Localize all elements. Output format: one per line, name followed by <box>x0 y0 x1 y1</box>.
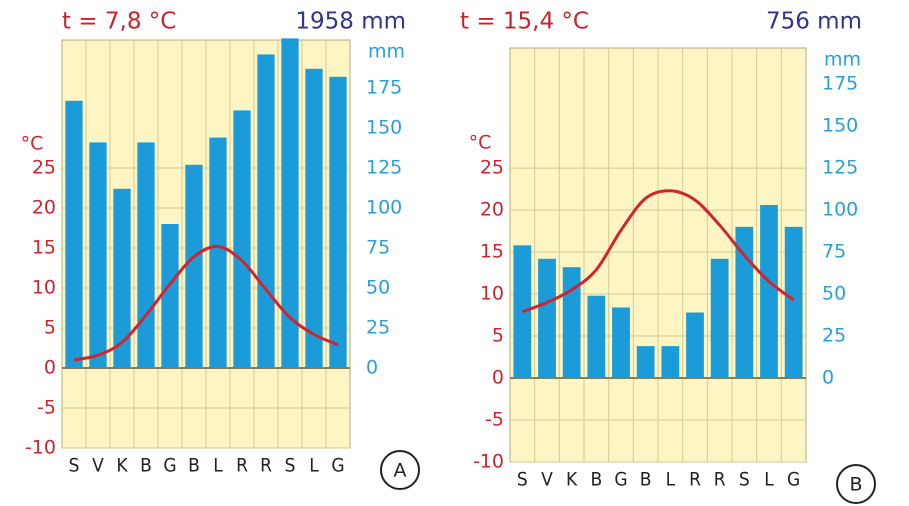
x-tick-label: S <box>739 469 750 491</box>
y2-tick-label: 125 <box>366 157 402 179</box>
y2-axis-label: mm <box>368 41 405 63</box>
y-tick-label: -5 <box>485 409 504 431</box>
y-tick-label: 0 <box>492 367 504 389</box>
x-tick-label: B <box>188 455 200 477</box>
bar <box>784 226 803 379</box>
panel-badge <box>836 464 876 504</box>
bar <box>305 68 323 369</box>
bar <box>513 245 532 379</box>
x-tick-label: G <box>614 469 627 491</box>
x-tick-label: V <box>92 455 104 477</box>
x-tick-label: G <box>163 455 176 477</box>
x-tick-label: S <box>69 455 80 477</box>
bar <box>185 164 203 368</box>
bar <box>760 205 778 379</box>
bar <box>710 258 729 379</box>
x-tick-label: G <box>331 455 344 477</box>
x-tick-label: B <box>590 469 602 491</box>
y-tick-label: 20 <box>32 197 56 219</box>
x-tick-label: R <box>236 455 248 477</box>
x-tick-label: S <box>517 469 528 491</box>
bar <box>587 295 606 379</box>
y-tick-label: 0 <box>44 357 56 379</box>
chart: -10 -5 0 5 10 15 20 25 0 25 50 75 100 125 150 175 °C mm t … <box>21 9 420 490</box>
chart: -10 -5 0 5 10 15 20 25 0 25 50 75 100 125 150 175 °C mm t … <box>460 9 876 504</box>
y2-tick-label: 0 <box>366 357 378 379</box>
y2-tick-label: 175 <box>822 73 858 95</box>
bar <box>636 346 655 379</box>
bar <box>661 346 680 379</box>
y2-tick-label: 25 <box>822 325 846 347</box>
bar <box>281 38 299 369</box>
y-axis-label: °C <box>469 131 492 153</box>
y-tick-label: 20 <box>480 199 504 221</box>
y-tick-label: 10 <box>32 277 56 299</box>
y2-tick-label: 150 <box>366 117 402 139</box>
y-tick-label: 25 <box>32 157 56 179</box>
temperature-label: t = 15,4 °C <box>460 9 589 35</box>
panel-badge <box>380 450 420 490</box>
x-tick-label: B <box>640 469 652 491</box>
y-tick-label: 15 <box>480 241 504 263</box>
bar <box>209 137 227 368</box>
panel-label: A <box>394 460 407 482</box>
y-tick-label: 25 <box>480 157 504 179</box>
bar <box>329 76 347 369</box>
y-tick-label: -10 <box>473 451 504 473</box>
precipitation-label: 1958 mm <box>295 9 406 35</box>
bar <box>161 224 179 368</box>
y2-tick-label: 125 <box>822 157 858 179</box>
y-tick-label: 5 <box>492 325 504 347</box>
y-tick-label: 15 <box>32 237 56 259</box>
bar <box>137 142 155 368</box>
bar <box>538 258 556 379</box>
bar <box>65 100 83 369</box>
y-axis-label: °C <box>21 133 44 155</box>
bar <box>686 312 704 379</box>
bar <box>562 267 581 379</box>
x-tick-label: L <box>666 469 676 491</box>
bar <box>735 226 754 379</box>
bar <box>89 142 107 368</box>
y2-tick-label: 100 <box>822 199 858 221</box>
y-tick-label: -10 <box>25 437 56 459</box>
x-tick-label: V <box>541 469 553 491</box>
y-tick-label: 5 <box>44 317 56 339</box>
y2-tick-label: 0 <box>822 367 834 389</box>
x-tick-label: B <box>140 455 152 477</box>
y2-tick-label: 100 <box>366 197 402 219</box>
x-tick-label: L <box>764 469 774 491</box>
temperature-line <box>73 244 339 362</box>
y-tick-label: -5 <box>37 397 56 419</box>
x-tick-label: S <box>285 455 296 477</box>
bar <box>113 188 131 368</box>
x-tick-label: R <box>260 455 272 477</box>
y2-tick-label: 50 <box>366 277 390 299</box>
y2-tick-label: 75 <box>366 237 390 259</box>
bar <box>233 110 251 369</box>
y2-tick-label: 25 <box>366 317 390 339</box>
y2-tick-label: 175 <box>366 77 402 99</box>
y2-tick-label: 150 <box>822 115 858 137</box>
y2-tick-label: 75 <box>822 241 846 263</box>
panel-label: B <box>849 474 862 496</box>
temperature-line <box>521 189 795 314</box>
x-tick-label: L <box>213 455 223 477</box>
bar <box>612 307 630 379</box>
x-tick-label: R <box>689 469 701 491</box>
y-tick-label: 10 <box>480 283 504 305</box>
x-tick-label: L <box>309 455 319 477</box>
x-tick-label: K <box>566 469 578 491</box>
x-tick-label: G <box>787 469 800 491</box>
temperature-label: t = 7,8 °C <box>62 9 176 35</box>
precipitation-label: 756 mm <box>766 9 862 35</box>
y2-axis-label: mm <box>824 49 861 71</box>
x-tick-label: R <box>714 469 726 491</box>
bar <box>257 54 275 369</box>
x-tick-label: K <box>116 455 128 477</box>
y2-tick-label: 50 <box>822 283 846 305</box>
